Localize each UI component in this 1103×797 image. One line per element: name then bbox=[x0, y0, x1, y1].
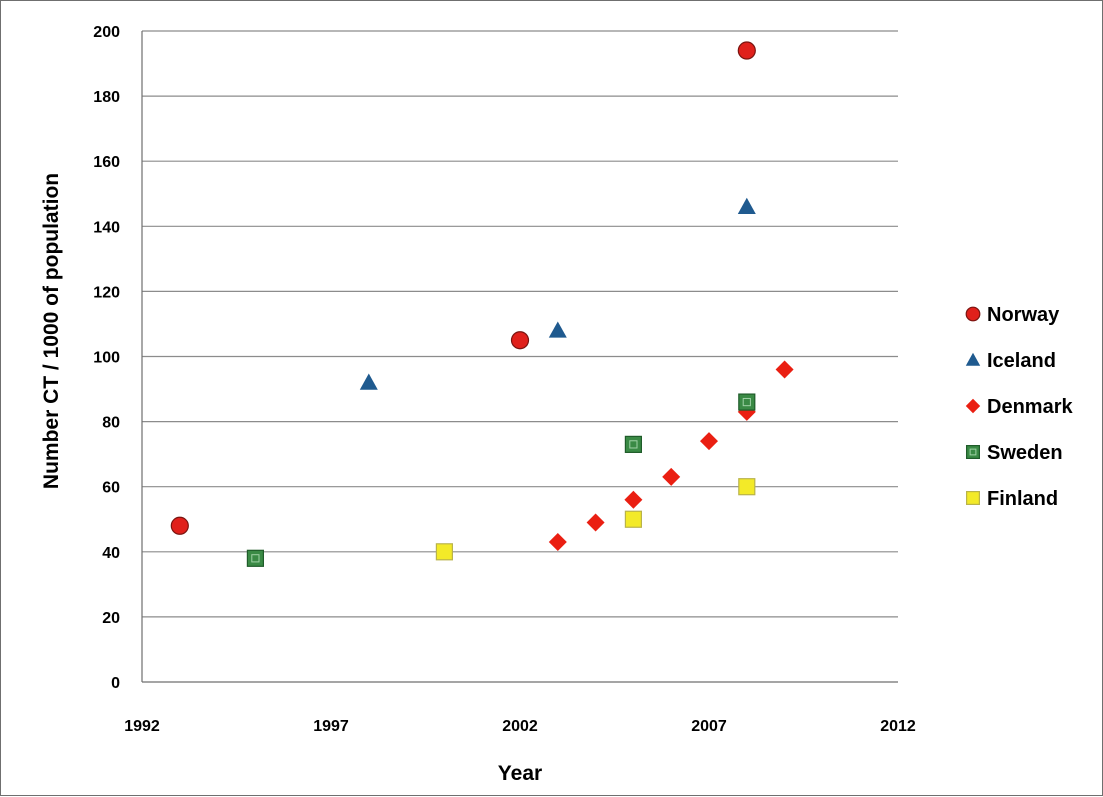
point-denmark bbox=[586, 513, 605, 532]
point-norway bbox=[510, 331, 530, 350]
series-iceland bbox=[359, 197, 756, 390]
point-denmark bbox=[548, 533, 567, 552]
series-finland bbox=[435, 478, 756, 561]
x-tick-label: 2012 bbox=[880, 718, 916, 735]
y-tick-labels: 0 20 40 60 80 100 120 140 160 180 200 bbox=[93, 24, 120, 692]
legend-marker-finland bbox=[965, 491, 980, 506]
point-iceland bbox=[548, 321, 567, 338]
y-tick-label: 0 bbox=[111, 675, 120, 692]
y-tick-label: 180 bbox=[93, 89, 120, 106]
point-denmark bbox=[700, 432, 718, 451]
axes bbox=[141, 31, 898, 683]
x-tick-label: 1997 bbox=[313, 718, 349, 735]
legend-item-iceland: Iceland bbox=[965, 350, 1056, 372]
legend-label: Finland bbox=[987, 488, 1058, 510]
legend-label: Iceland bbox=[987, 350, 1056, 372]
legend-item-denmark: Denmark bbox=[965, 396, 1073, 418]
y-axis-title: Number CT / 1000 of population bbox=[40, 173, 63, 489]
point-norway bbox=[737, 41, 756, 60]
legend-item-sweden: Sweden bbox=[965, 442, 1063, 464]
legend-label: Norway bbox=[987, 304, 1060, 326]
legend: Norway Iceland Denmark Sweden Finland bbox=[965, 304, 1073, 510]
legend-item-norway: Norway bbox=[965, 304, 1060, 326]
point-iceland bbox=[359, 373, 378, 390]
legend-label: Sweden bbox=[987, 442, 1063, 464]
x-tick-label: 1992 bbox=[124, 718, 160, 735]
point-finland bbox=[738, 478, 756, 496]
x-tick-label: 2007 bbox=[691, 718, 727, 735]
gridlines bbox=[142, 30, 898, 618]
series-norway bbox=[170, 41, 756, 535]
y-tick-label: 80 bbox=[102, 415, 120, 432]
x-axis-title: Year bbox=[498, 762, 542, 785]
y-tick-label: 20 bbox=[102, 610, 120, 627]
point-denmark bbox=[662, 467, 681, 486]
y-tick-label: 140 bbox=[93, 219, 120, 236]
y-tick-label: 120 bbox=[93, 284, 120, 301]
series-denmark bbox=[548, 360, 794, 552]
point-iceland bbox=[737, 197, 756, 214]
legend-marker-denmark bbox=[965, 398, 981, 414]
series-sweden bbox=[246, 393, 756, 567]
y-tick-label: 60 bbox=[102, 480, 120, 497]
legend-item-finland: Finland bbox=[965, 488, 1058, 510]
legend-marker-norway bbox=[965, 306, 981, 322]
y-tick-label: 200 bbox=[93, 24, 120, 41]
x-tick-labels: 1992 1997 2002 2007 2012 bbox=[124, 718, 916, 735]
point-denmark bbox=[624, 490, 643, 509]
point-sweden bbox=[246, 549, 264, 567]
point-finland bbox=[435, 543, 453, 561]
y-tick-label: 40 bbox=[102, 545, 120, 562]
y-tick-label: 160 bbox=[93, 154, 120, 171]
legend-marker-sweden bbox=[965, 445, 980, 460]
point-sweden bbox=[624, 435, 643, 453]
data-points bbox=[170, 41, 794, 567]
point-sweden bbox=[738, 393, 756, 411]
point-denmark bbox=[775, 360, 794, 379]
legend-label: Denmark bbox=[987, 396, 1073, 418]
legend-marker-iceland bbox=[965, 352, 981, 366]
y-tick-label: 100 bbox=[93, 350, 120, 367]
point-finland bbox=[624, 510, 643, 528]
x-tick-label: 2002 bbox=[502, 718, 538, 735]
point-norway bbox=[170, 516, 189, 535]
